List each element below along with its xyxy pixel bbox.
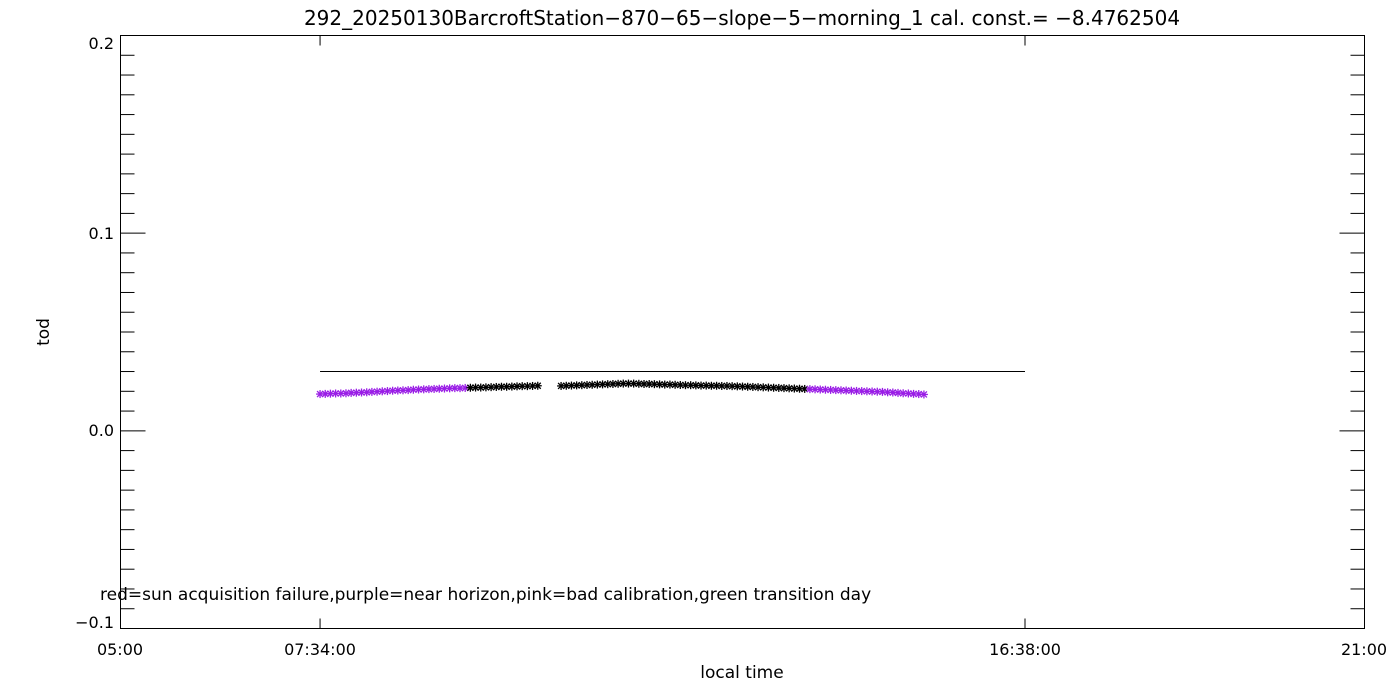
data-point-near-horizon — [873, 387, 882, 396]
data-point — [619, 379, 628, 388]
data-point — [523, 382, 532, 391]
data-point-near-horizon — [388, 386, 397, 395]
x-tick-label: 05:00 — [97, 640, 143, 659]
data-point — [497, 382, 506, 391]
x-tick-label: 21:00 — [1341, 640, 1387, 659]
y-tick-label: 0.1 — [89, 224, 114, 243]
x-axis-ticks — [120, 35, 1365, 629]
data-point-near-horizon — [862, 387, 871, 396]
data-point — [487, 383, 496, 392]
data-point-near-horizon — [352, 388, 361, 397]
data-point — [712, 381, 721, 390]
chart-title: 292_20250130BarcroftStation−870−65−slope… — [304, 6, 1180, 30]
annotation-legend: red=sun acquisition failure,purple=near … — [100, 585, 871, 605]
data-point-near-horizon — [919, 390, 928, 399]
y-axis-ticks — [120, 35, 1365, 629]
data-point-near-horizon — [445, 384, 454, 393]
plot-frame — [120, 35, 1365, 629]
y-tick-label: 0.0 — [89, 421, 114, 440]
data-point — [759, 383, 768, 392]
y-tick-label: 0.2 — [89, 34, 114, 53]
data-point — [800, 384, 809, 393]
x-axis-label: local time — [700, 663, 783, 683]
data-point-near-horizon — [811, 385, 820, 394]
y-axis-label: tod — [34, 318, 54, 346]
data-point — [608, 379, 617, 388]
data-point-near-horizon — [857, 387, 866, 396]
data-point-near-horizon — [321, 389, 330, 398]
data-point — [697, 381, 706, 390]
data-point-near-horizon — [398, 386, 407, 395]
data-point — [660, 380, 669, 389]
data-point-near-horizon — [816, 385, 825, 394]
data-point — [588, 380, 597, 389]
data-point-near-horizon — [419, 385, 428, 394]
data-point — [557, 381, 566, 390]
x-tick-label: 16:38:00 — [989, 640, 1061, 659]
data-point — [583, 380, 591, 389]
data-point — [790, 384, 799, 393]
x-tick-label: 07:34:00 — [284, 640, 356, 659]
data-point — [655, 380, 664, 389]
data-point-near-horizon — [450, 384, 459, 393]
data-point — [533, 381, 542, 390]
data-point-near-horizon — [336, 389, 345, 398]
data-point-near-horizon — [362, 388, 371, 397]
data-point — [593, 380, 602, 389]
y-tick-label: −0.1 — [75, 613, 114, 632]
data-points — [316, 379, 928, 399]
data-point — [754, 383, 763, 392]
data-point-near-horizon — [847, 386, 856, 395]
